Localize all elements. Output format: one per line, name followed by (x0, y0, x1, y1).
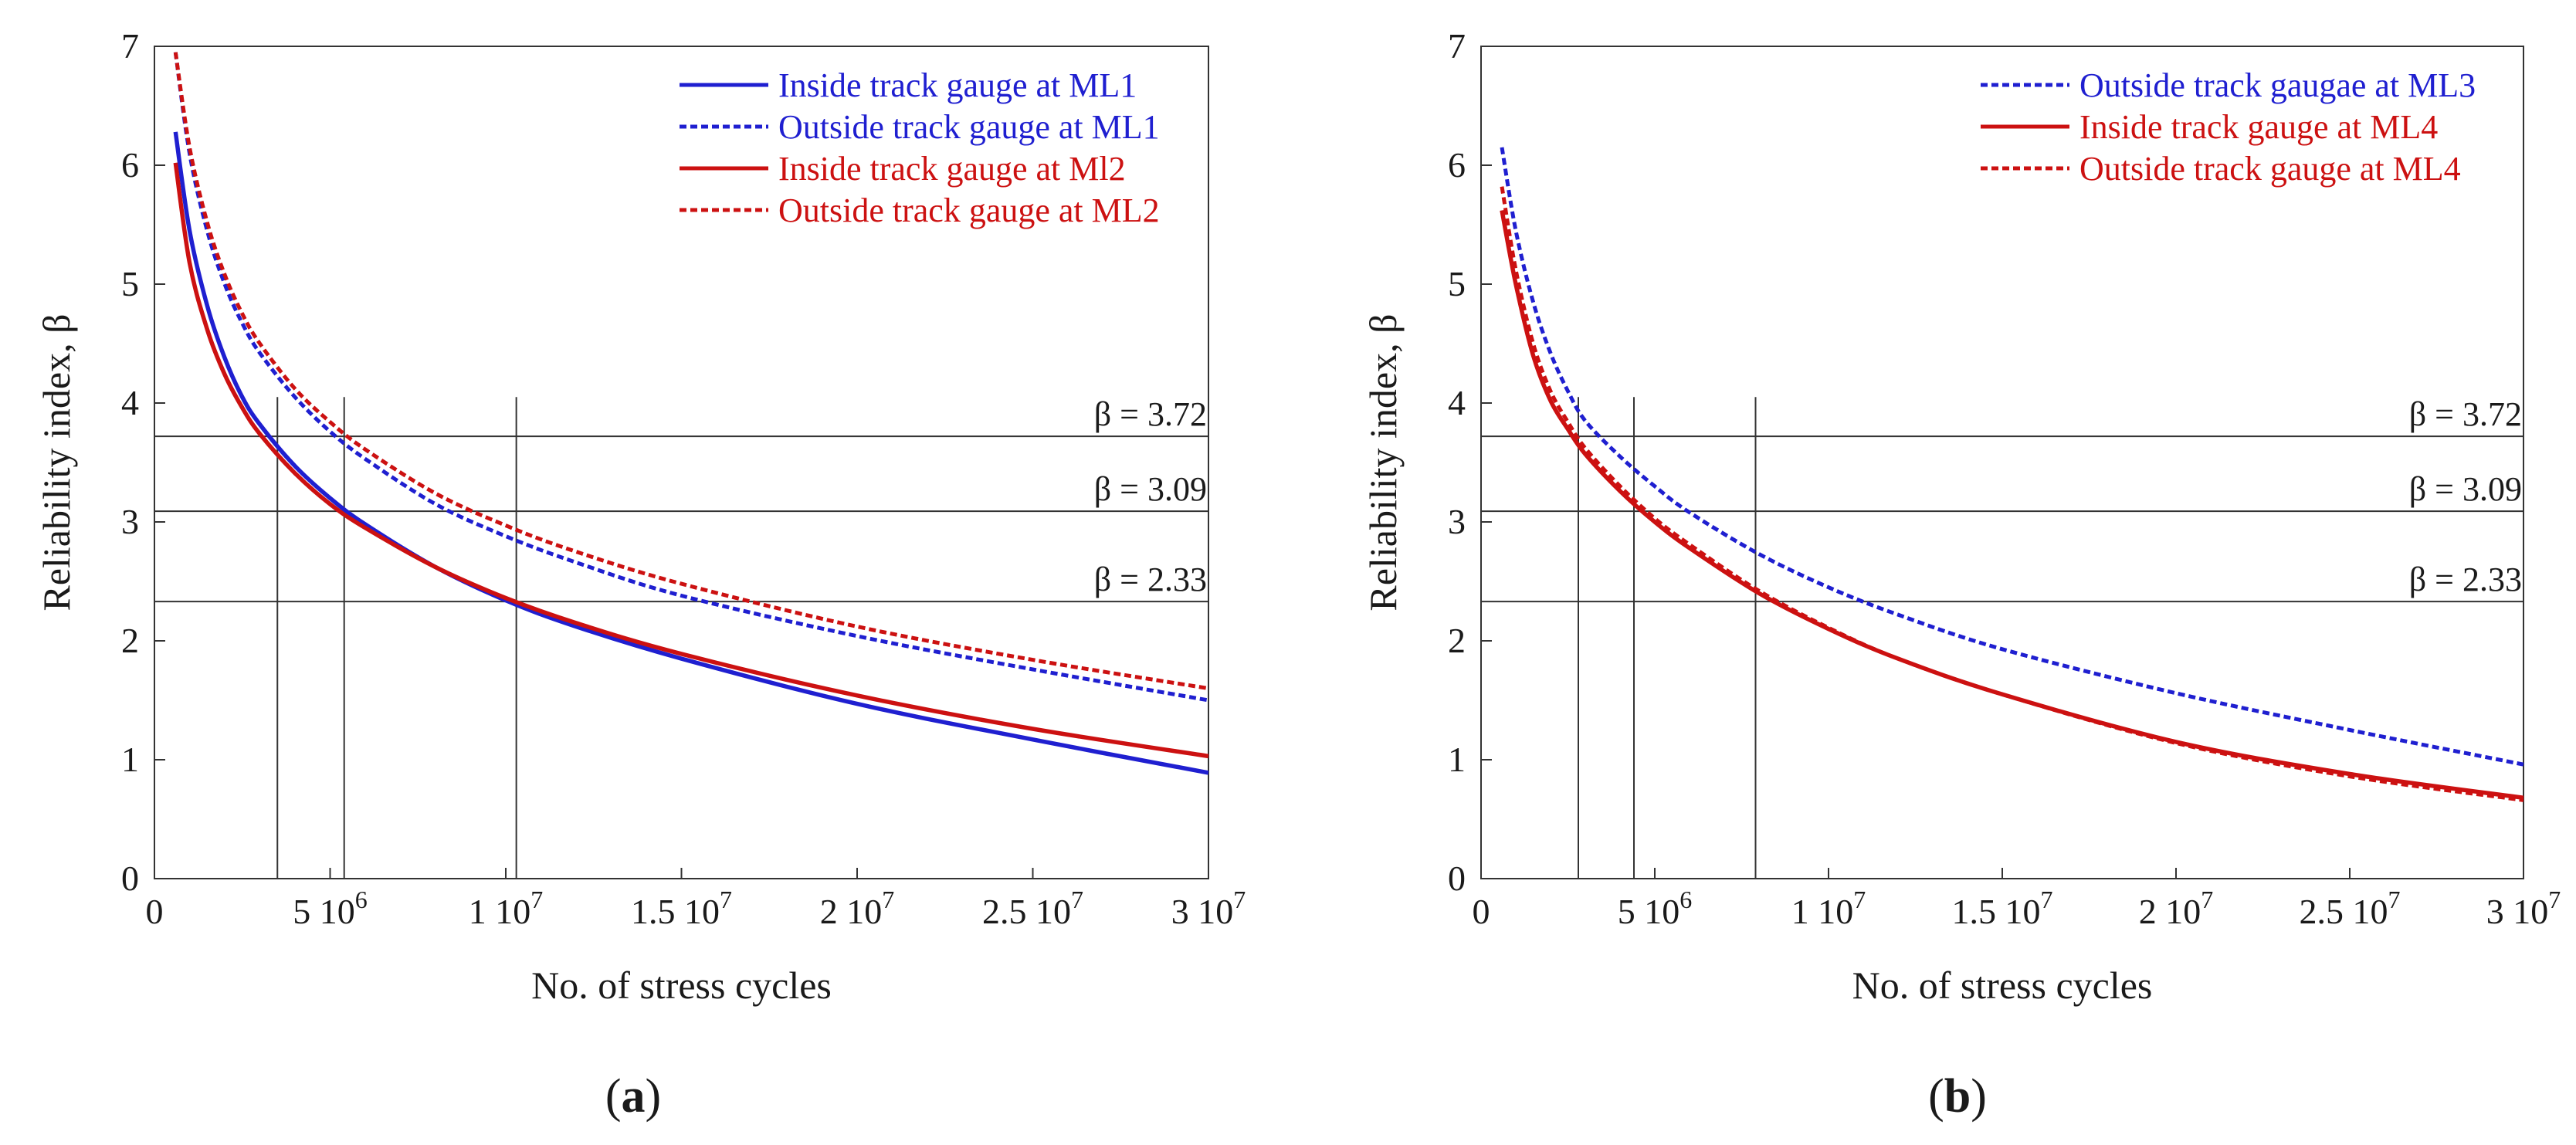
y-axis-title: Reliability index, β (1361, 313, 1405, 611)
x-tick-label: 3 107 (2486, 886, 2561, 931)
y-tick-label: 3 (121, 502, 139, 541)
threshold-label: β = 3.09 (1094, 470, 1207, 508)
y-tick-label: 5 (1448, 264, 1466, 303)
y-tick-label: 0 (121, 859, 139, 898)
x-tick-label: 5 106 (1618, 886, 1693, 931)
legend-label: Inside track gauge at ML1 (778, 66, 1137, 104)
x-tick-label: 3 107 (1171, 886, 1246, 931)
x-tick-label: 1.5 107 (1952, 886, 2053, 931)
y-tick-label: 6 (121, 145, 139, 185)
y-tick-label: 2 (1448, 621, 1466, 660)
threshold-label: β = 2.33 (1094, 561, 1207, 598)
y-tick-label: 4 (1448, 383, 1466, 422)
y-tick-label: 2 (121, 621, 139, 660)
series-line (173, 52, 1209, 703)
y-tick-label: 1 (121, 740, 139, 779)
series-line (1500, 186, 2524, 802)
legend-label: Outside track gauge at ML2 (778, 191, 1160, 229)
y-axis-title: Reliability index, β (35, 313, 78, 611)
x-tick-label: 5 106 (293, 886, 368, 931)
series-line (173, 52, 1209, 691)
x-tick-label: 2 107 (2139, 886, 2214, 931)
series-line (1500, 147, 2524, 767)
legend: Inside track gauge at ML1 Outside track g… (680, 66, 1160, 229)
y-tick-label: 4 (121, 383, 139, 422)
series-line (1500, 209, 2524, 801)
legend-label: Outside track gauge at ML4 (2079, 150, 2461, 188)
legend-label: Outside track gauge at ML1 (778, 108, 1160, 146)
y-tick-label: 6 (1448, 145, 1466, 185)
x-tick-label: 0 (1473, 892, 1490, 931)
y-tick-label: 5 (121, 264, 139, 303)
x-tick-label: 2.5 107 (982, 886, 1083, 931)
series-line (173, 162, 1209, 759)
threshold-label: β = 2.33 (2409, 561, 2522, 598)
threshold-label: β = 3.09 (2409, 470, 2522, 508)
y-tick-label: 0 (1448, 859, 1466, 898)
x-tick-label: 2.5 107 (2300, 886, 2401, 931)
x-tick-label: 0 (146, 892, 164, 931)
y-tick-label: 1 (1448, 740, 1466, 779)
legend-label: Inside track gauge at ML4 (2079, 108, 2438, 146)
y-tick-label: 3 (1448, 502, 1466, 541)
panel-label-a: (a) (605, 1070, 661, 1123)
chart-panel-a: 0 1 2 3 4 5 6 7 0 5 106 1 107 1.5 107 2 107 2.5 107 3 … (35, 26, 1246, 1007)
x-tick-label: 1.5 107 (631, 886, 732, 931)
legend-label: Inside track gauge at Ml2 (778, 150, 1126, 188)
threshold-label: β = 3.72 (1094, 395, 1207, 433)
x-tick-label: 1 107 (469, 886, 544, 931)
legend: Outside track gaugae at ML3 Inside track … (1981, 66, 2476, 188)
chart-panel-b: 0 1 2 3 4 5 6 7 0 5 106 1 107 1.5 107 2 107 2.5 107 3 … (1361, 26, 2561, 1007)
x-axis-title: No. of stress cycles (1852, 964, 2153, 1007)
x-axis-title: No. of stress cycles (531, 964, 832, 1007)
legend-label: Outside track gaugae at ML3 (2079, 66, 2476, 104)
panel-labels: (a) (b) (605, 1070, 1987, 1123)
threshold-label: β = 3.72 (2409, 395, 2522, 433)
x-tick-label: 1 107 (1791, 886, 1866, 931)
x-tick-label: 2 107 (820, 886, 895, 931)
y-tick-label: 7 (121, 26, 139, 66)
panel-label-b: (b) (1928, 1070, 1987, 1123)
y-tick-label: 7 (1448, 26, 1466, 66)
